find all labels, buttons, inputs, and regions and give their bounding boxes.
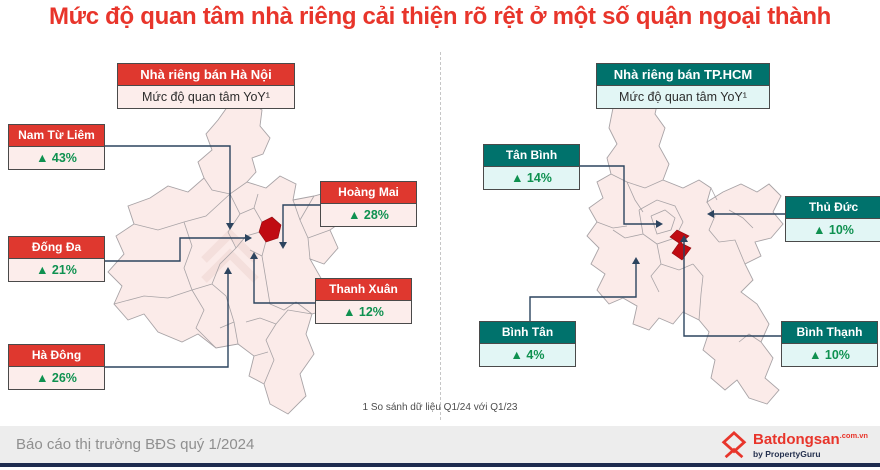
brand-domain: .com.vn — [839, 430, 868, 440]
page-title: Mức độ quan tâm nhà riêng cải thiện rõ r… — [48, 3, 832, 30]
hcmc-map-outline — [586, 81, 784, 405]
district-name: Đống Đa — [9, 237, 104, 258]
callout-nam-tu-liem: Nam Từ Liêm ▲ 43% — [8, 124, 105, 170]
district-name: Thanh Xuân — [316, 279, 411, 300]
district-yoy-value: ▲ 4% — [480, 343, 575, 366]
hcmc-map — [586, 81, 784, 405]
callout-binh-thanh: Bình Thạnh ▲ 10% — [781, 321, 878, 367]
brand-byline: by PropertyGuru — [752, 448, 821, 459]
hanoi-header-title: Nhà riêng bán Hà Nội — [118, 64, 294, 85]
batdongsan-house-icon — [721, 430, 747, 459]
panel-divider — [440, 52, 441, 420]
district-yoy-value: ▲ 26% — [9, 366, 104, 389]
district-name: Tân Bình — [484, 145, 579, 166]
callout-binh-tan: Bình Tân ▲ 4% — [479, 321, 576, 367]
callout-thanh-xuan: Thanh Xuân ▲ 12% — [315, 278, 412, 324]
district-name: Hoàng Mai — [321, 182, 416, 203]
district-yoy-value: ▲ 12% — [316, 300, 411, 323]
callout-dong-da: Đống Đa ▲ 21% — [8, 236, 105, 282]
district-yoy-value: ▲ 14% — [484, 166, 579, 189]
report-title: Báo cáo thị trường BĐS quý 1/2024 — [16, 436, 255, 453]
footer-bar: Báo cáo thị trường BĐS quý 1/2024 Batdon… — [0, 426, 880, 463]
hanoi-header-subtitle: Mức độ quan tâm YoY¹ — [118, 85, 294, 108]
footnote: 1 So sánh dữ liệu Q1/24 với Q1/23 — [362, 402, 518, 413]
district-yoy-value: ▲ 10% — [782, 343, 877, 366]
hanoi-header-box: Nhà riêng bán Hà Nội Mức độ quan tâm YoY… — [117, 63, 295, 109]
district-name: Hà Đông — [9, 345, 104, 366]
district-name: Nam Từ Liêm — [9, 125, 104, 146]
district-yoy-value: ▲ 28% — [321, 203, 416, 226]
callout-tan-binh: Tân Bình ▲ 14% — [483, 144, 580, 190]
district-name: Bình Thạnh — [782, 322, 877, 343]
district-name: Thủ Đức — [786, 197, 880, 218]
callout-thu-duc: Thủ Đức ▲ 10% — [785, 196, 880, 242]
hcmc-header-title: Nhà riêng bán TP.HCM — [597, 64, 769, 85]
hcmc-header-subtitle: Mức độ quan tâm YoY¹ — [597, 85, 769, 108]
callout-ha-dong: Hà Đông ▲ 26% — [8, 344, 105, 390]
district-name: Bình Tân — [480, 322, 575, 343]
callout-hoang-mai: Hoàng Mai ▲ 28% — [320, 181, 417, 227]
district-yoy-value: ▲ 21% — [9, 258, 104, 281]
brand-name: Batdongsan — [752, 430, 840, 448]
district-yoy-value: ▲ 10% — [786, 218, 880, 241]
district-yoy-value: ▲ 43% — [9, 146, 104, 169]
hanoi-highlighted-district — [258, 216, 282, 243]
footer-accent-line — [0, 463, 880, 467]
hcmc-header-box: Nhà riêng bán TP.HCM Mức độ quan tâm YoY… — [596, 63, 770, 109]
brand-logo: Batdongsan.com.vn by PropertyGuru — [720, 429, 868, 461]
hanoi-map — [107, 99, 351, 415]
